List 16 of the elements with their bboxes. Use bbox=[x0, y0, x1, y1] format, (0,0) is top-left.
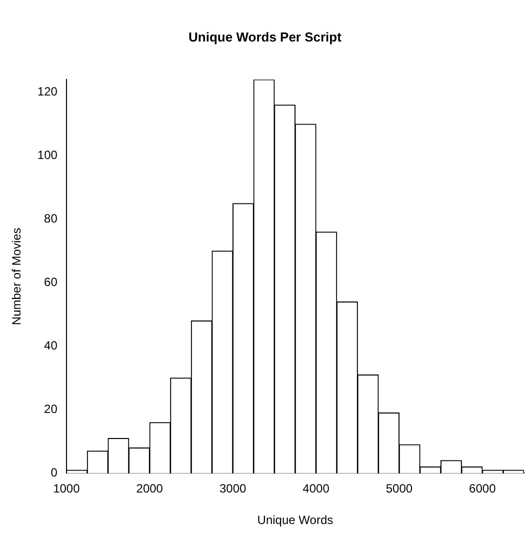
y-tick-label: 100 bbox=[37, 148, 58, 162]
x-axis-title: Unique Words bbox=[257, 513, 334, 528]
y-tick-label: 120 bbox=[37, 84, 58, 99]
y-tick-label: 20 bbox=[44, 402, 58, 416]
x-tick-label: 6000 bbox=[469, 482, 496, 496]
y-tick-label: 80 bbox=[44, 212, 58, 226]
x-tick-label: 2000 bbox=[136, 482, 164, 496]
y-tick-label: 40 bbox=[44, 338, 58, 353]
x-tick-label: 1000 bbox=[53, 482, 80, 496]
y-tick-label: 0 bbox=[50, 466, 58, 480]
x-tick-label: 4000 bbox=[302, 482, 330, 496]
chart-title: Unique Words Per Script bbox=[188, 29, 342, 44]
x-tick-label: 5000 bbox=[386, 482, 413, 496]
y-tick-label: 60 bbox=[44, 275, 58, 290]
x-tick-label: 3000 bbox=[219, 482, 246, 496]
y-axis-title: Number of Movies bbox=[10, 228, 24, 326]
